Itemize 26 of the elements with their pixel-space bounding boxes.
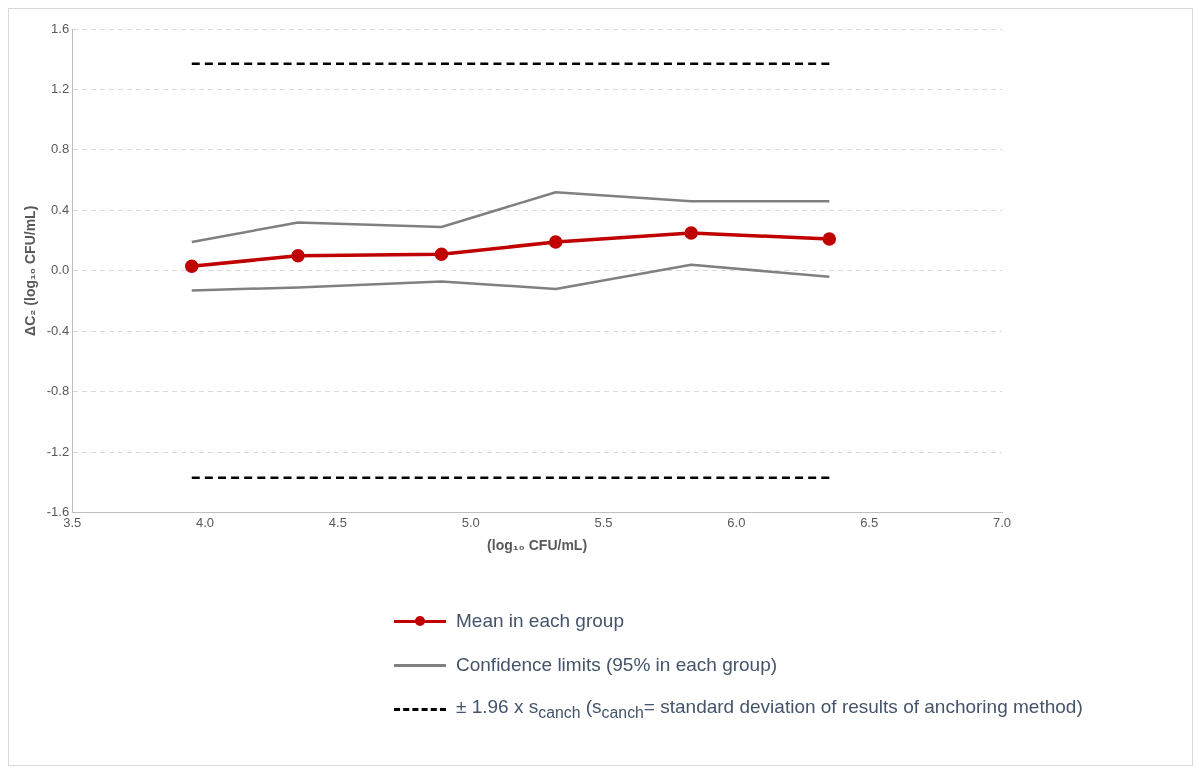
- y-tick-label: 1.6: [51, 20, 70, 36]
- point: [548, 235, 563, 249]
- x-tick-label: 5.5: [594, 514, 613, 530]
- y-tick-label: -0.4: [46, 322, 70, 338]
- x-tick-label: 7.0: [992, 514, 1012, 530]
- legend-label: Confidence limits (95% in each group): [456, 654, 778, 676]
- y-tick-label: 0.4: [51, 201, 70, 217]
- x-tick-label: 4.5: [328, 514, 347, 530]
- point: [291, 248, 305, 263]
- point: [822, 232, 837, 246]
- y-tick-label: -0.8: [46, 383, 70, 399]
- legend-label: ± 1.96 x s$_{canch}$ (s$_{canch}$= standard deviation of results of anchoring method): [456, 696, 1083, 722]
- point: [185, 259, 199, 274]
- x-tick-label: 6.0: [727, 514, 746, 530]
- point: [434, 247, 449, 261]
- point: [684, 226, 698, 240]
- legend-label: Mean in each group: [456, 610, 624, 632]
- y-tick-label: 1.2: [51, 81, 70, 97]
- x-axis-title: (log₁₀ CFU/mL): [487, 537, 588, 554]
- x-tick-label: 6.5: [860, 514, 879, 530]
- y-tick-label: 0.8: [51, 141, 70, 157]
- y-axis-title: ΔC₂ (log₁₀ CFU/mL): [22, 205, 39, 336]
- x-tick-label: 4.0: [195, 514, 215, 530]
- x-tick-label: 5.0: [461, 514, 480, 530]
- y-tick-label: 0.0: [51, 262, 70, 278]
- y-tick-label: -1.2: [46, 443, 70, 459]
